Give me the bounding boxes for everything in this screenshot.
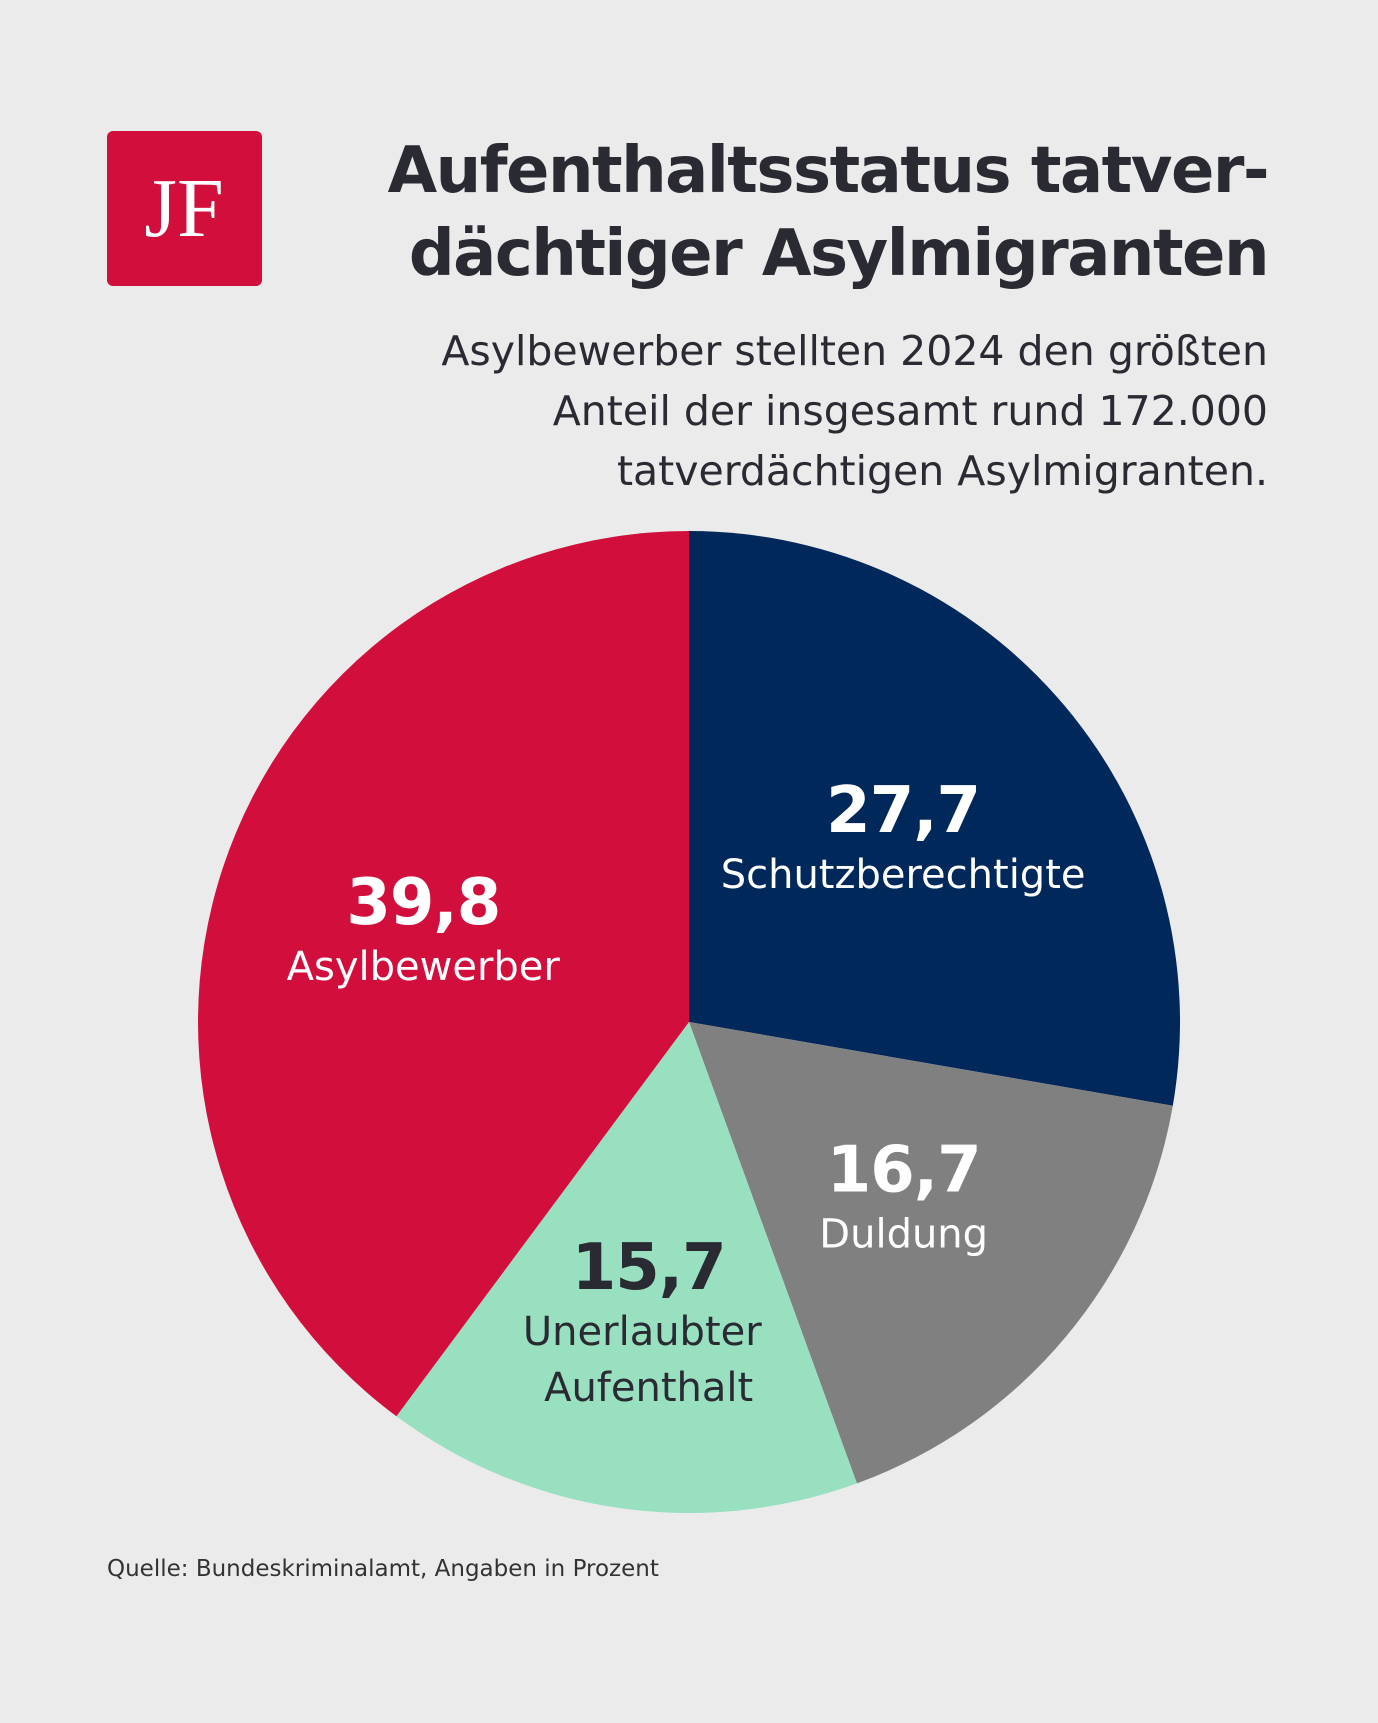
value-label: 39,8 [346,866,500,940]
subtitle: Asylbewerber stellten 2024 den größten [441,327,1268,375]
pie-slice [396,1022,857,1513]
category-label: Unerlaubter Aufenthalt [523,1309,775,1411]
pie-slice [689,1022,1173,1484]
category-label: Duldung [819,1212,988,1258]
logo-box [107,131,262,286]
chart-title: Aufenthaltsstatus tatver- [388,134,1268,208]
logo: JF [144,162,223,255]
chart-title: dächtiger Asylmigranten [409,217,1268,291]
subtitle: tatverdächtigen Asylmigranten. [617,447,1268,495]
pie-slice [689,531,1181,1106]
subtitle: Anteil der insgesamt rund 172.000 [553,387,1268,435]
category-label: Schutzberechtigte [721,852,1086,898]
category-label: Asylbewerber [287,944,561,990]
pie-slice [197,531,689,1417]
title-group: Aufenthaltsstatus tatver-dächtiger Asylm… [388,134,1270,495]
value-label: 15,7 [572,1231,726,1305]
value-label: 27,7 [826,774,980,848]
source: Quelle: Bundeskriminalamt, Angaben in Pr… [107,1556,659,1582]
value-label: 16,7 [827,1134,981,1208]
